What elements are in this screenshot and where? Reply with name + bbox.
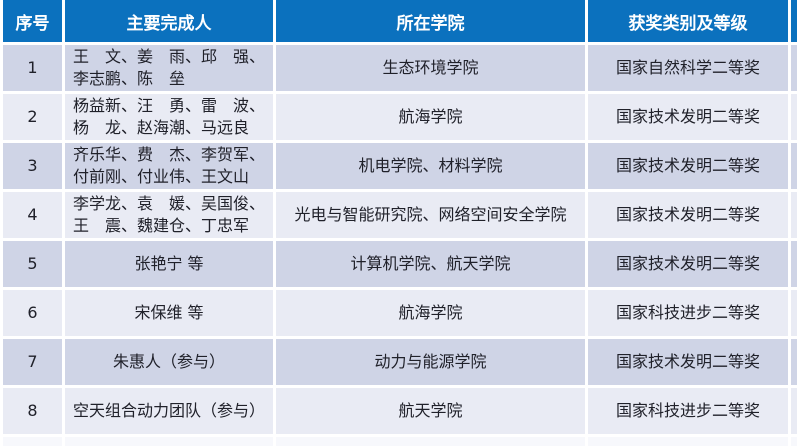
table-row: 2 杨益新、汪 勇、雷 波、 杨 龙、赵海潮、马远良 航海学院 国家技术发明二等…	[3, 94, 797, 140]
contributors-text: 朱惠人（参与）	[112, 352, 225, 372]
header-row: 序号 主要完成人 所在学院 获奖类别及等级	[3, 0, 797, 42]
cell-edge-sliver	[791, 94, 797, 140]
cell-no: 7	[3, 339, 62, 385]
cell-college: 航天学院	[276, 388, 585, 434]
table-row: 6 宋保维 等 航海学院 国家科技进步二等奖	[3, 290, 797, 336]
table-row-partial	[3, 437, 797, 446]
contributors-text: 杨益新、汪 勇、雷 波、 杨 龙、赵海潮、马远良	[72, 96, 265, 137]
cell-edge-sliver	[791, 290, 797, 336]
cell-contributors: 朱惠人（参与）	[65, 339, 273, 385]
cell-award: 国家科技进步二等奖	[588, 290, 788, 336]
table-row: 7 朱惠人（参与） 动力与能源学院 国家技术发明二等奖	[3, 339, 797, 385]
cell-college: 动力与能源学院	[276, 339, 585, 385]
header-cell-edge-sliver	[791, 0, 797, 42]
cell-contributors: 杨益新、汪 勇、雷 波、 杨 龙、赵海潮、马远良	[65, 94, 273, 140]
cell-edge-sliver	[791, 143, 797, 189]
cell-contributors: 李学龙、袁 媛、吴国俊、 王 震、魏建仓、丁忠军	[65, 192, 273, 238]
table-row: 3 齐乐华、费 杰、李贺军、 付前刚、付业伟、王文山 机电学院、材料学院 国家技…	[3, 143, 797, 189]
cell-no: 1	[3, 45, 62, 91]
cell-college: 航海学院	[276, 94, 585, 140]
cell-award	[588, 437, 788, 446]
cell-award: 国家技术发明二等奖	[588, 94, 788, 140]
cell-award: 国家技术发明二等奖	[588, 339, 788, 385]
cell-college: 机电学院、材料学院	[276, 143, 585, 189]
cell-no: 2	[3, 94, 62, 140]
table-row: 8 空天组合动力团队（参与） 航天学院 国家科技进步二等奖	[3, 388, 797, 434]
contributors-text: 宋保维 等	[134, 303, 204, 323]
table-row: 4 李学龙、袁 媛、吴国俊、 王 震、魏建仓、丁忠军 光电与智能研究院、网络空间…	[3, 192, 797, 238]
cell-edge-sliver	[791, 192, 797, 238]
cell-college	[276, 437, 585, 446]
cell-award: 国家技术发明二等奖	[588, 192, 788, 238]
cell-award: 国家自然科学二等奖	[588, 45, 788, 91]
cell-college: 航海学院	[276, 290, 585, 336]
cell-award: 国家技术发明二等奖	[588, 241, 788, 287]
cell-no: 3	[3, 143, 62, 189]
cell-contributors: 张艳宁 等	[65, 241, 273, 287]
cell-contributors: 齐乐华、费 杰、李贺军、 付前刚、付业伟、王文山	[65, 143, 273, 189]
contributors-text: 齐乐华、费 杰、李贺军、 付前刚、付业伟、王文山	[72, 145, 265, 186]
header-cell-award: 获奖类别及等级	[588, 0, 788, 42]
cell-no: 6	[3, 290, 62, 336]
cell-edge-sliver	[791, 339, 797, 385]
header-cell-college: 所在学院	[276, 0, 585, 42]
contributors-text: 李学龙、袁 媛、吴国俊、 王 震、魏建仓、丁忠军	[72, 194, 265, 235]
cell-contributors: 王 文、姜 雨、邱 强、 李志鹏、陈 垒	[65, 45, 273, 91]
cell-college: 生态环境学院	[276, 45, 585, 91]
cell-edge-sliver	[791, 437, 797, 446]
cell-no: 5	[3, 241, 62, 287]
header-cell-contributors: 主要完成人	[65, 0, 273, 42]
cell-edge-sliver	[791, 45, 797, 91]
cell-college: 光电与智能研究院、网络空间安全学院	[276, 192, 585, 238]
table-row: 1 王 文、姜 雨、邱 强、 李志鹏、陈 垒 生态环境学院 国家自然科学二等奖	[3, 45, 797, 91]
cell-contributors: 空天组合动力团队（参与）	[65, 388, 273, 434]
cell-edge-sliver	[791, 388, 797, 434]
cell-award: 国家技术发明二等奖	[588, 143, 788, 189]
cell-contributors: 宋保维 等	[65, 290, 273, 336]
cell-edge-sliver	[791, 241, 797, 287]
cell-no	[3, 437, 62, 446]
contributors-text: 空天组合动力团队（参与）	[72, 401, 265, 421]
header-cell-no: 序号	[3, 0, 62, 42]
cell-no: 4	[3, 192, 62, 238]
cell-college: 计算机学院、航天学院	[276, 241, 585, 287]
contributors-text: 王 文、姜 雨、邱 强、 李志鹏、陈 垒	[72, 47, 265, 88]
cell-contributors	[65, 437, 273, 446]
contributors-text: 张艳宁 等	[134, 254, 204, 274]
cell-award: 国家科技进步二等奖	[588, 388, 788, 434]
table-row: 5 张艳宁 等 计算机学院、航天学院 国家技术发明二等奖	[3, 241, 797, 287]
cell-no: 8	[3, 388, 62, 434]
